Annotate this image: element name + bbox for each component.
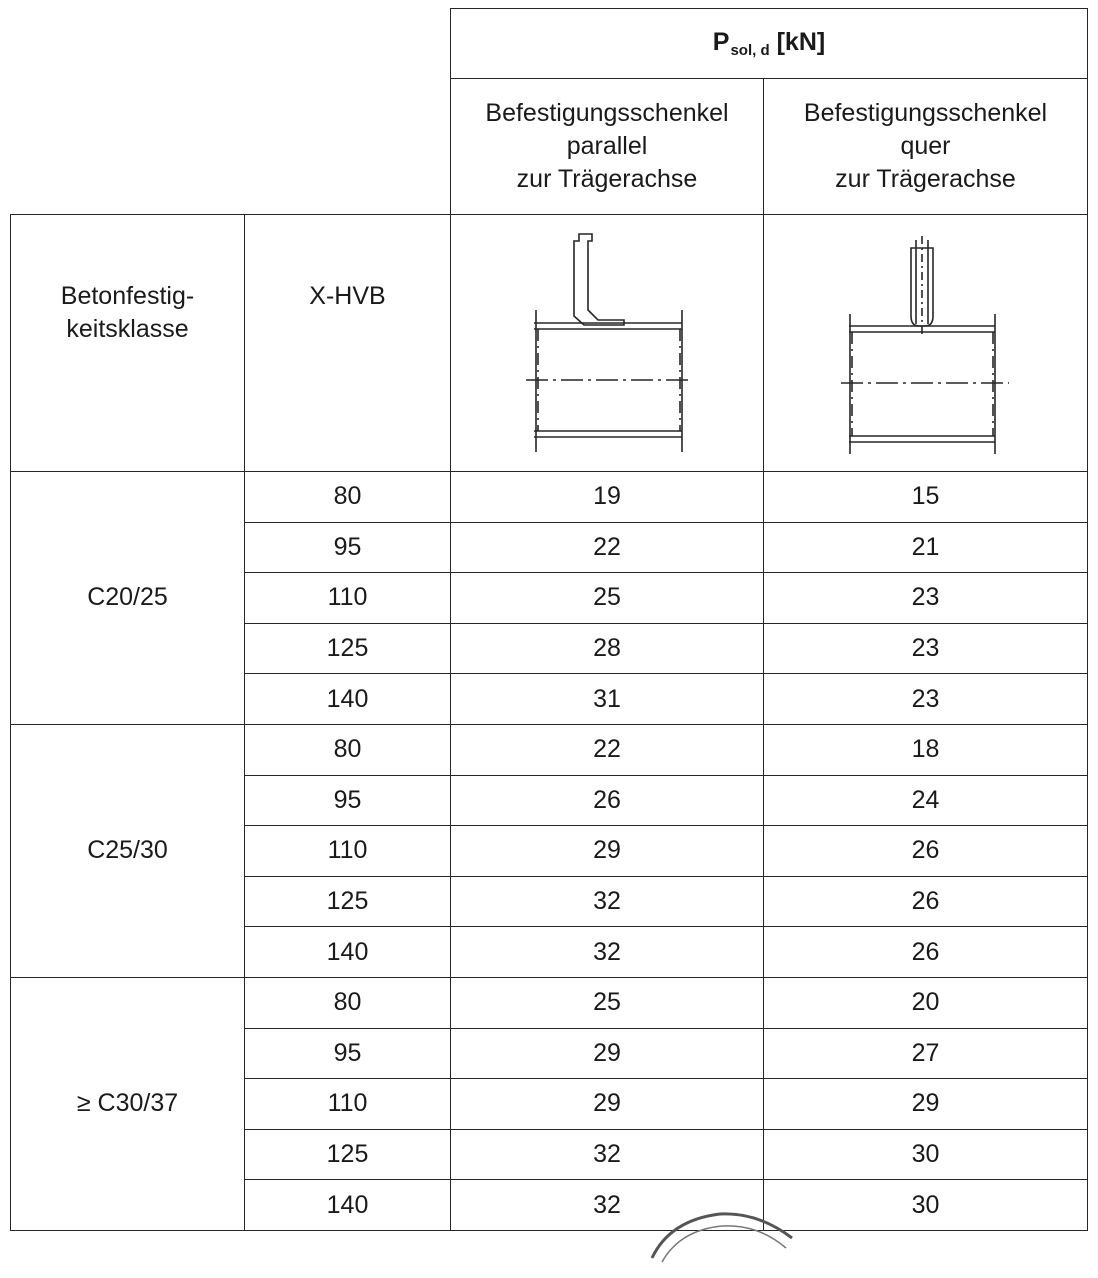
xhvb-cell: 140 [244,926,451,978]
xhvb-cell: 95 [244,774,451,827]
concrete-class-cell: C25/30 [10,723,245,978]
header-symbol: P [712,28,730,56]
diagram-quer-cell [763,214,1088,472]
xhvb-cell: 110 [244,1078,451,1130]
quer-value-cell: 15 [763,471,1088,523]
col-header-quer: Befestigungsschenkel quer zur Trägerachs… [763,78,1088,215]
beam-cross-section-parallel-icon [526,233,690,452]
quer-value-cell: 30 [763,1179,1088,1231]
quer-value-cell: 24 [763,774,1088,827]
parallel-value-cell: 22 [450,521,764,574]
parallel-value-cell: 25 [450,976,764,1029]
beam-cross-section-quer-icon [840,236,1009,454]
quer-value-cell: 18 [763,723,1088,776]
empty-corner [11,9,451,215]
load-header: Psol, d [kN] [450,8,1088,79]
header-subscript: sol, d [730,42,770,59]
parallel-value-cell: 19 [450,471,764,523]
xhvb-cell: 125 [244,1128,451,1181]
load-table: Psol, d [kN] Befestigungsschenkel parall… [10,8,1088,1231]
quer-value-cell: 26 [763,875,1088,928]
xhvb-cell: 80 [244,471,451,523]
xhvb-cell: 95 [244,1027,451,1080]
xhvb-cell: 125 [244,875,451,928]
quer-value-cell: 23 [763,622,1088,675]
label-xhvb: X-HVB [244,214,451,472]
quer-value-cell: 29 [763,1078,1088,1130]
xhvb-cell: 140 [244,1179,451,1231]
parallel-value-cell: 29 [450,825,764,877]
quer-value-cell: 23 [763,673,1088,725]
quer-value-cell: 20 [763,976,1088,1029]
xhvb-cell: 125 [244,622,451,675]
concrete-class-cell: C20/25 [10,471,245,725]
quer-value-cell: 21 [763,521,1088,574]
parallel-value-cell: 26 [450,774,764,827]
parallel-value-cell: 32 [450,1128,764,1181]
parallel-value-cell: 25 [450,572,764,624]
label-concrete-class: Betonfestig- keitsklasse [10,214,245,472]
parallel-value-cell: 31 [450,673,764,725]
quer-value-cell: 26 [763,825,1088,877]
document-page: Psol, d [kN] Befestigungsschenkel parall… [10,8,1088,1263]
quer-value-cell: 23 [763,572,1088,624]
diagram-parallel-cell [450,214,764,472]
xhvb-cell: 140 [244,673,451,725]
parallel-value-cell: 22 [450,723,764,776]
parallel-value-cell: 32 [450,1179,764,1231]
col-header-parallel: Befestigungsschenkel parallel zur Träger… [450,78,764,215]
xhvb-cell: 110 [244,572,451,624]
xhvb-cell: 80 [244,976,451,1029]
xhvb-cell: 110 [244,825,451,877]
quer-value-cell: 30 [763,1128,1088,1181]
parallel-value-cell: 32 [450,926,764,978]
header-unit: [kN] [776,28,826,56]
quer-value-cell: 26 [763,926,1088,978]
xhvb-cell: 95 [244,521,451,574]
parallel-value-cell: 29 [450,1078,764,1130]
parallel-value-cell: 29 [450,1027,764,1080]
concrete-class-cell: ≥ C30/37 [10,976,245,1231]
parallel-value-cell: 32 [450,875,764,928]
parallel-value-cell: 28 [450,622,764,675]
xhvb-cell: 80 [244,723,451,776]
quer-value-cell: 27 [763,1027,1088,1080]
